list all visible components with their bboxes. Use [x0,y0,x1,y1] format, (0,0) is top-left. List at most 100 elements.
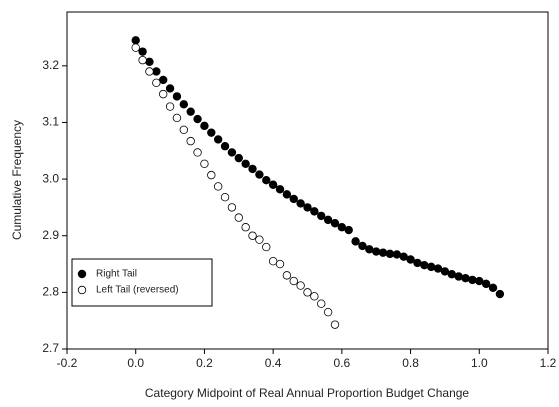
point [275,259,285,269]
point [317,299,326,308]
point [378,248,388,257]
y-tick-label: 2.7 [42,341,59,355]
point [268,180,278,189]
point [234,153,243,163]
point [358,241,367,251]
point [152,78,161,87]
x-tick-label: 0.2 [196,356,213,370]
point [165,84,175,93]
point [495,289,505,299]
point [268,257,278,266]
y-tick-label: 3.1 [42,115,59,129]
point [475,276,484,286]
point [296,199,305,208]
point [426,262,436,272]
point [351,237,360,246]
point [186,136,195,146]
x-tick-label: 1.2 [540,356,557,370]
point [145,57,154,67]
point [413,258,422,268]
point [454,272,463,281]
x-tick-label: 0.6 [334,356,351,370]
point [468,275,477,285]
x-tick-label: -0.2 [57,356,78,370]
legend-box [71,258,213,307]
point [131,43,140,52]
x-axis-label: Category Midpoint of Real Annual Proport… [145,386,470,400]
point [131,36,140,45]
point [213,135,223,144]
y-tick-label: 3.0 [42,171,59,185]
point [165,102,175,111]
x-tick-label: 0.8 [402,356,419,370]
point [330,320,340,329]
y-tick-label: 3.2 [42,58,59,72]
y-tick-label: 2.9 [42,228,59,242]
point [172,92,182,101]
point [145,67,154,76]
point [275,185,285,194]
x-tick-label: 1.0 [471,356,488,370]
point [158,75,168,85]
y-tick-label: 2.8 [42,285,59,299]
point [179,125,189,135]
point [440,267,450,276]
point [323,307,333,317]
point [220,193,230,202]
point [262,242,271,252]
point [138,47,147,56]
point [296,281,305,290]
point [385,249,395,259]
legend-marker [77,269,87,279]
point [433,264,443,273]
point [213,182,223,191]
legend-label: Left Tail (reversed) [96,285,179,296]
point [248,164,257,174]
point [234,213,243,222]
point [179,100,189,109]
point [488,283,498,293]
point [289,194,298,204]
point [193,114,202,124]
point [303,288,312,297]
point [481,279,491,289]
point [248,231,257,240]
point [186,107,195,116]
y-axis-label: Cumulative Frequency [10,120,24,240]
point [344,225,353,235]
point [227,148,237,157]
point [420,260,429,270]
point [303,203,312,212]
point [200,121,209,131]
point [323,215,333,225]
legend-label: Right Tail [96,269,137,280]
point [337,223,347,232]
point [193,148,202,157]
point [330,219,340,228]
point [255,235,264,244]
point [207,128,216,137]
x-tick-label: 0.0 [127,356,144,370]
point [289,276,298,286]
point [406,255,415,264]
point [365,245,374,254]
point [220,142,230,151]
point [282,190,292,199]
point [241,159,250,168]
point [317,211,326,221]
point [138,55,147,65]
point [255,170,264,179]
point [447,270,456,279]
point [392,250,402,259]
point [262,176,271,185]
point [310,292,319,301]
point [158,89,168,99]
legend-marker [77,285,87,295]
point [461,274,470,283]
x-tick-label: 0.4 [265,356,282,370]
point [399,252,408,261]
point [200,159,209,168]
point [310,207,319,216]
point [282,271,292,280]
